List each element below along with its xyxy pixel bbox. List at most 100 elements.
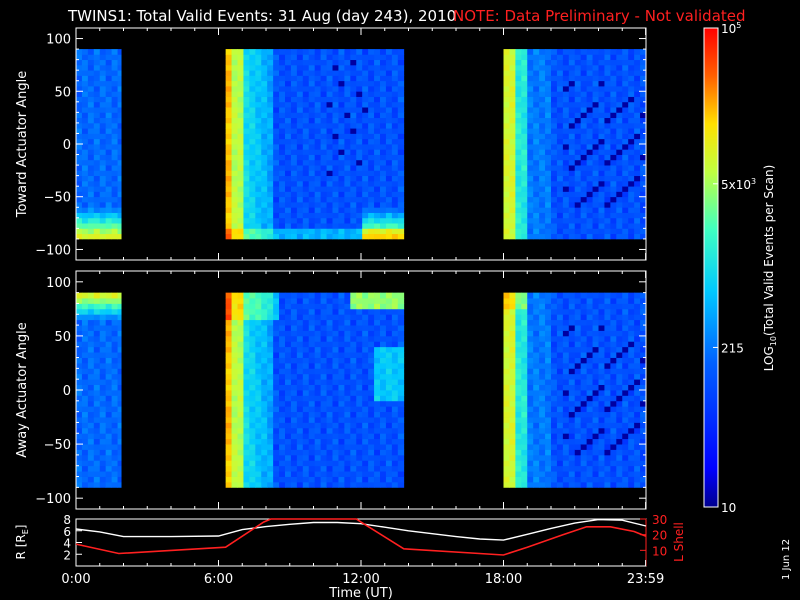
heatmap-cell — [225, 352, 232, 358]
heatmap-cell — [521, 400, 528, 407]
heatmap-cell — [279, 438, 286, 445]
heatmap-cell — [568, 101, 576, 108]
heatmap-cell — [332, 70, 339, 76]
heatmap-cell — [374, 379, 381, 385]
heatmap-cell — [320, 59, 327, 66]
heatmap-cell — [261, 395, 268, 402]
heatmap-cell — [592, 335, 599, 342]
heatmap-cell — [362, 395, 369, 402]
heatmap-cell — [628, 303, 635, 310]
heatmap-cell — [628, 149, 635, 155]
heatmap-cell — [362, 298, 369, 304]
heatmap-cell — [521, 122, 528, 129]
heatmap-cell — [610, 64, 617, 71]
heatmap-cell — [356, 101, 363, 108]
heatmap-cell — [610, 165, 617, 171]
heatmap-cell — [308, 54, 316, 61]
heatmap-cell — [261, 54, 268, 61]
heatmap-cell — [503, 368, 510, 375]
heatmap-cell — [117, 465, 122, 472]
heatmap-cell — [556, 159, 564, 166]
heatmap-cell — [314, 196, 322, 203]
heatmap-cell — [640, 91, 647, 97]
heatmap-cell — [81, 96, 89, 103]
heatmap-cell — [622, 352, 629, 358]
heatmap-cell — [285, 64, 292, 71]
heatmap-cell — [628, 298, 635, 304]
heatmap-cell — [237, 207, 244, 213]
heatmap-cell — [568, 303, 576, 310]
heatmap-cell — [628, 330, 635, 337]
heatmap-cell — [604, 314, 611, 321]
heatmap-cell — [503, 346, 510, 353]
heatmap-cell — [634, 133, 641, 140]
heatmap-column — [111, 292, 118, 488]
heatmap-cell — [356, 207, 363, 213]
heatmap-cell — [598, 54, 605, 61]
heatmap-cell — [562, 390, 570, 396]
heatmap-cell — [273, 357, 280, 364]
heatmap-cell — [368, 303, 375, 310]
heatmap-cell — [545, 384, 552, 391]
heatmap-cell — [580, 207, 588, 213]
heatmap-cell — [527, 460, 534, 467]
heatmap-cell — [545, 471, 552, 477]
r-tick-label: 4 — [63, 537, 71, 551]
heatmap-cell — [338, 314, 345, 321]
heatmap-cell — [111, 112, 118, 119]
heatmap-cell — [285, 395, 292, 402]
heatmap-cell — [634, 175, 641, 182]
heatmap-cell — [296, 180, 304, 187]
heatmap-cell — [574, 133, 582, 140]
heatmap-cell — [628, 138, 635, 145]
heatmap-cell — [556, 112, 564, 119]
heatmap-cell — [105, 390, 113, 396]
heatmap-cell — [580, 449, 588, 456]
heatmap-cell — [320, 101, 327, 108]
heatmap-cell — [616, 335, 623, 342]
heatmap-cell — [243, 476, 250, 483]
heatmap-cell — [243, 308, 250, 315]
heatmap-cell — [521, 170, 528, 177]
heatmap-cell — [586, 454, 593, 461]
heatmap-cell — [249, 314, 256, 321]
heatmap-cell — [604, 417, 611, 423]
heatmap-cell — [628, 400, 635, 407]
heatmap-cell — [598, 406, 605, 413]
heatmap-cell — [640, 165, 647, 171]
heatmap-cell — [527, 228, 534, 235]
heatmap-cell — [533, 335, 540, 342]
heatmap-cell — [350, 186, 357, 192]
heatmap-cell — [397, 362, 405, 369]
heatmap-cell — [93, 471, 101, 477]
heatmap-cell — [231, 422, 238, 429]
heatmap-cell — [279, 465, 286, 472]
heatmap-cell — [111, 86, 118, 92]
heatmap-cell — [374, 191, 381, 198]
heatmap-cell — [562, 330, 570, 337]
heatmap-cell — [586, 465, 593, 472]
heatmap-cell — [374, 54, 381, 61]
heatmap-cell — [562, 335, 570, 342]
heatmap-cell — [598, 159, 605, 166]
heatmap-cell — [634, 223, 641, 229]
heatmap-cell — [87, 223, 95, 229]
heatmap-cell — [76, 165, 83, 171]
heatmap-cell — [261, 335, 268, 342]
heatmap-cell — [267, 228, 274, 235]
heatmap-cell — [231, 341, 238, 348]
heatmap-cell — [302, 373, 310, 380]
heatmap-cell — [385, 390, 393, 396]
heatmap-cell — [640, 138, 647, 145]
heatmap-cell — [290, 101, 298, 108]
heatmap-cell — [634, 471, 641, 477]
heatmap-cell — [610, 212, 617, 219]
heatmap-cell — [380, 395, 387, 402]
heatmap-cell — [332, 335, 339, 342]
heatmap-cell — [503, 54, 510, 61]
heatmap-cell — [326, 362, 333, 369]
heatmap-cell — [338, 138, 345, 145]
heatmap-cell — [580, 186, 588, 192]
heatmap-cell — [533, 133, 540, 140]
